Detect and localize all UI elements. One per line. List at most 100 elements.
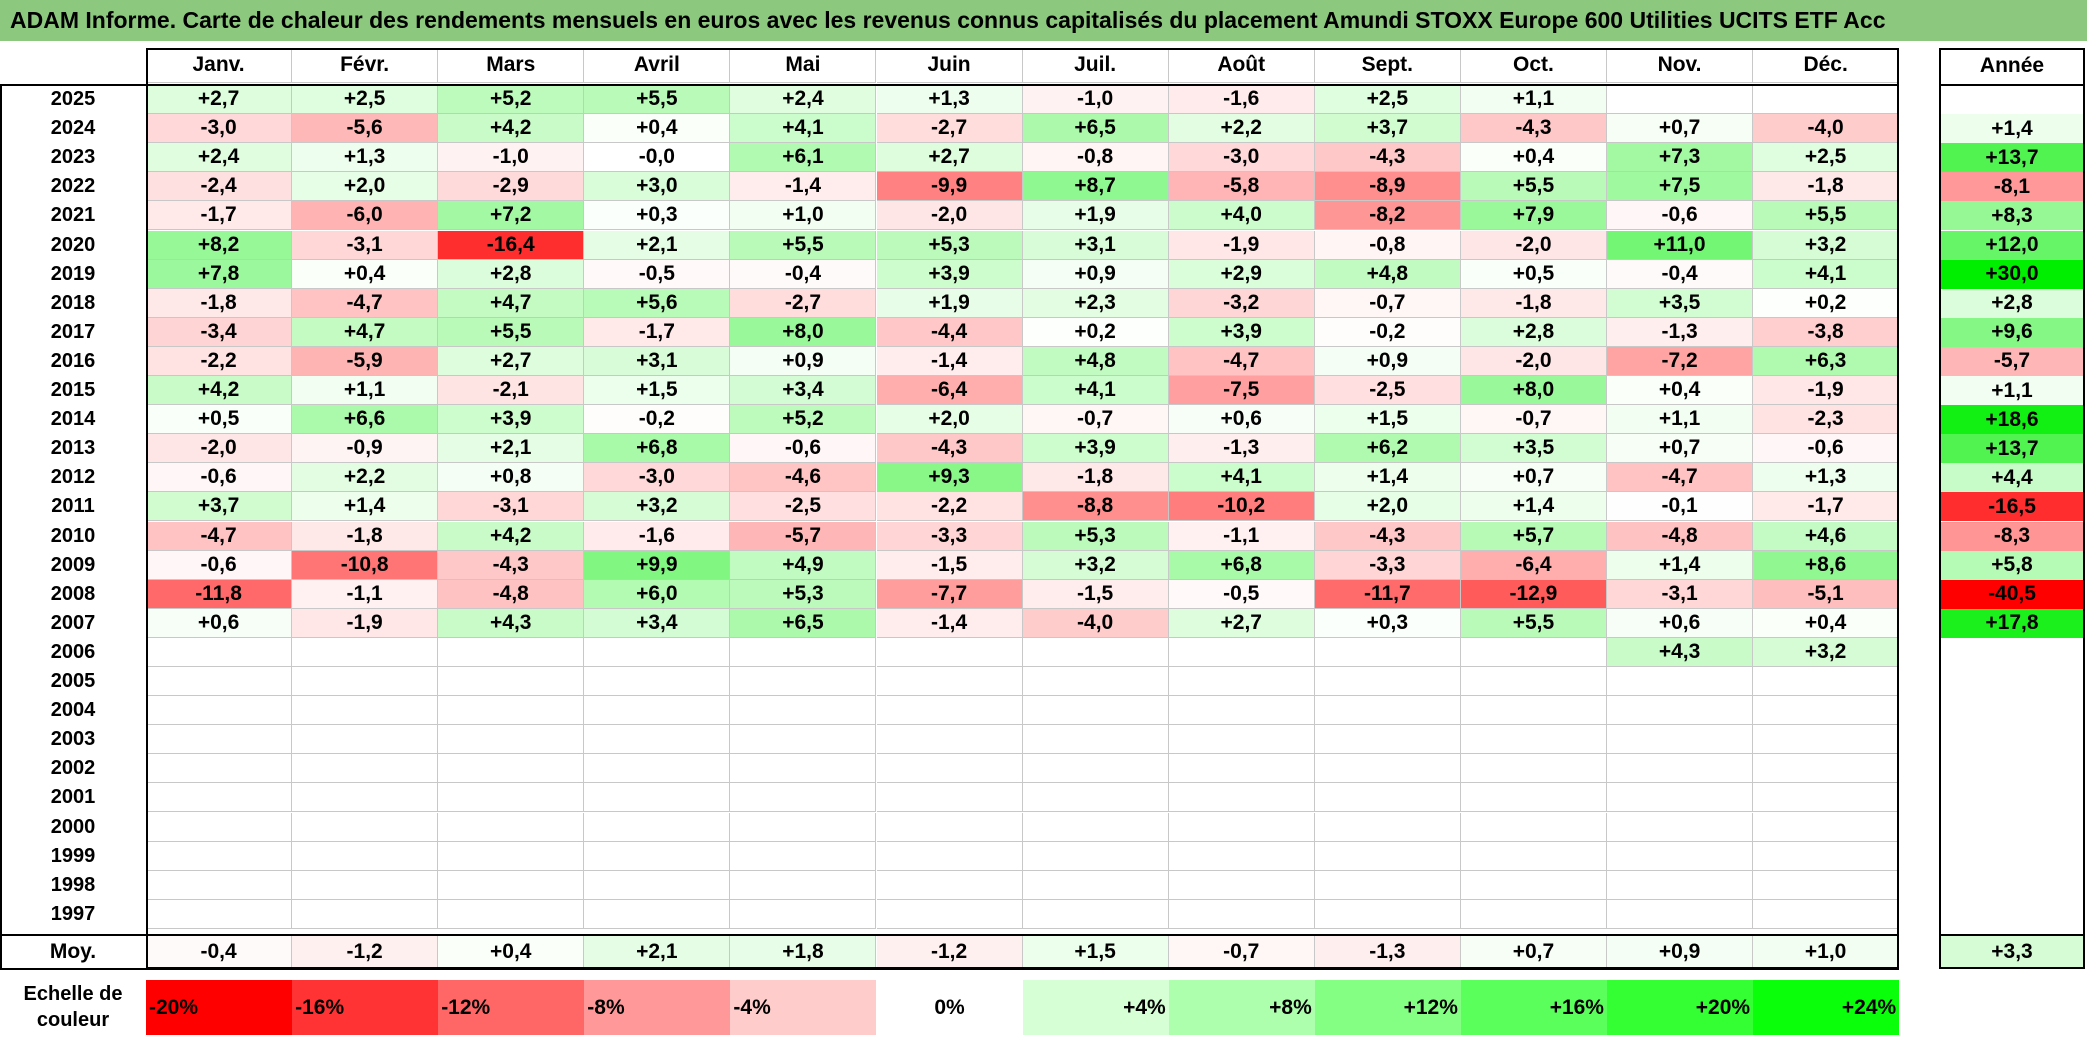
heatmap-cell	[1022, 783, 1169, 813]
heatmap-cell: +7,5	[1607, 172, 1754, 202]
heatmap-cell: -0,8	[1022, 143, 1169, 173]
heatmap-cell	[1022, 696, 1169, 726]
heatmap-cell	[1753, 841, 1900, 871]
heatmap-cell	[1607, 841, 1754, 871]
heatmap-cell	[1607, 899, 1754, 929]
heatmap-cell: -3,0	[146, 114, 293, 144]
year-label: 2014	[50, 408, 96, 431]
heatmap-cell: -4,7	[1607, 463, 1754, 493]
heatmap-cell: +2,1	[438, 434, 585, 464]
heatmap-cell: -6,4	[1460, 550, 1607, 580]
year-label: 1999	[50, 844, 96, 867]
heatmap-cell: +2,5	[292, 85, 439, 115]
average-cell: -0,7	[1168, 935, 1315, 969]
heatmap-cell: -11,8	[146, 579, 293, 609]
heatmap-cell	[1753, 85, 1900, 115]
heatmap-cell: -4,7	[292, 288, 439, 318]
annual-cell	[1939, 899, 2085, 929]
heatmap-cell: -0,7	[1460, 405, 1607, 435]
heatmap-cell	[292, 637, 439, 667]
heatmap-cell: +0,4	[584, 114, 731, 144]
heatmap-cell: +3,9	[438, 405, 585, 435]
heatmap-cell	[1460, 725, 1607, 755]
heatmap-cell	[1168, 725, 1315, 755]
heatmap-cell: +2,5	[1753, 143, 1900, 173]
annual-cell: -8,1	[1939, 172, 2085, 202]
heatmap-cell: -10,8	[292, 550, 439, 580]
heatmap-cell	[1753, 725, 1900, 755]
color-scale-label: Echelle de couleur	[0, 978, 146, 1036]
heatmap-cell	[146, 812, 293, 842]
heatmap-cell: -3,0	[584, 463, 731, 493]
month-header: Mai	[730, 48, 877, 83]
heatmap-cell	[146, 696, 293, 726]
heatmap-cell: +0,6	[146, 608, 293, 638]
heatmap-cell	[876, 637, 1023, 667]
heatmap-cell: -2,7	[730, 288, 877, 318]
annual-cell: +9,6	[1939, 317, 2085, 347]
heatmap-cell	[1022, 725, 1169, 755]
heatmap-cell	[730, 637, 877, 667]
heatmap-cell: +5,2	[438, 85, 585, 115]
heatmap-cell	[292, 754, 439, 784]
heatmap-cell	[1022, 899, 1169, 929]
average-annual-cell: +3,3	[1939, 935, 2085, 969]
heatmap-cell: +6,0	[584, 579, 731, 609]
heatmap-cell	[146, 870, 293, 900]
heatmap-cell	[1607, 870, 1754, 900]
heatmap-cell: -4,3	[1460, 114, 1607, 144]
color-scale-step: +12%	[1314, 980, 1461, 1035]
heatmap-cell	[1022, 870, 1169, 900]
heatmap-cell	[292, 783, 439, 813]
average-cell: +2,1	[584, 935, 731, 969]
heatmap-cell: -1,0	[1022, 85, 1169, 115]
color-scale-step: +4%	[1022, 980, 1169, 1035]
heatmap-cell	[438, 696, 585, 726]
heatmap-cell: +0,4	[292, 259, 439, 289]
heatmap-cell: +5,5	[1460, 608, 1607, 638]
heatmap-cell: -7,7	[876, 579, 1023, 609]
heatmap-cell: +0,4	[1753, 608, 1900, 638]
heatmap-cell: -12,9	[1460, 579, 1607, 609]
heatmap-cell	[146, 725, 293, 755]
heatmap-cell: -2,3	[1753, 405, 1900, 435]
year-label: 2011	[51, 495, 95, 518]
heatmap-cell: -1,6	[1168, 85, 1315, 115]
annual-cell: -8,3	[1939, 521, 2085, 551]
annual-cell	[1939, 667, 2085, 697]
heatmap-cell: +3,2	[1753, 637, 1900, 667]
heatmap-cell: -2,0	[146, 434, 293, 464]
heatmap-cell	[1314, 696, 1461, 726]
color-scale-step: -20%	[146, 980, 293, 1035]
heatmap-cell	[584, 841, 731, 871]
heatmap-cell	[1168, 783, 1315, 813]
heatmap-cell: +7,3	[1607, 143, 1754, 173]
heatmap-cell: -0,6	[146, 550, 293, 580]
heatmap-cell: -5,9	[292, 346, 439, 376]
heatmap-cell: +0,5	[146, 405, 293, 435]
heatmap-cell	[292, 696, 439, 726]
heatmap-cell: +5,5	[1460, 172, 1607, 202]
heatmap-cell: -1,8	[1753, 172, 1900, 202]
color-scale-step: +24%	[1753, 980, 1900, 1035]
month-header: Oct.	[1460, 48, 1607, 83]
year-label: 2009	[50, 553, 96, 576]
heatmap-cell: -16,4	[438, 230, 585, 260]
heatmap-cell: -9,9	[876, 172, 1023, 202]
heatmap-cell: +5,6	[584, 288, 731, 318]
heatmap-cell: +0,9	[730, 346, 877, 376]
heatmap-cell: +5,3	[1022, 521, 1169, 551]
heatmap-cell: -4,7	[146, 521, 293, 551]
color-scale-step: -16%	[292, 980, 439, 1035]
heatmap-cell: -5,6	[292, 114, 439, 144]
average-cell: -1,2	[876, 935, 1023, 969]
table-bottom-line	[0, 968, 1900, 970]
heatmap-cell: -0,7	[1022, 405, 1169, 435]
year-label: 2024	[50, 117, 96, 140]
annual-cell	[1939, 754, 2085, 784]
heatmap-cell: -2,9	[438, 172, 585, 202]
heatmap-cell: -3,3	[876, 521, 1023, 551]
heatmap-cell	[1168, 667, 1315, 697]
heatmap-cell: -6,0	[292, 201, 439, 231]
heatmap-cell	[146, 783, 293, 813]
